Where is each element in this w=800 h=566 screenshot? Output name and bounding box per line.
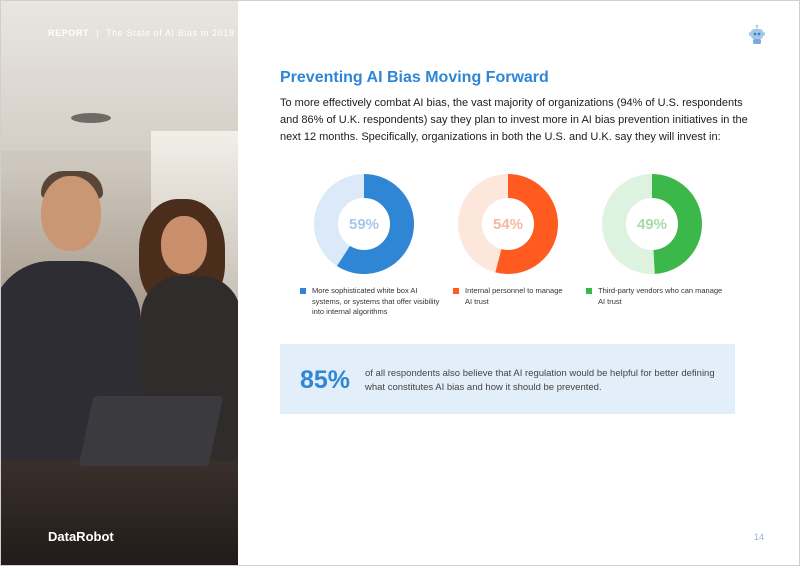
donut-value-label: 49% [637,216,667,233]
donut-arc [314,174,414,274]
donut-chart-third-party: 49% [602,174,702,274]
section-heading: Preventing AI Bias Moving Forward [280,69,549,86]
report-header: REPORT | The State of AI Bias in 2019 [48,28,234,38]
legend-item-white-box: More sophisticated white box AI systems,… [300,286,440,318]
report-title: The State of AI Bias in 2019 [106,28,235,38]
donut-arc [602,174,702,274]
intro-paragraph: To more effectively combat AI bias, the … [280,97,748,143]
callout-stat: 85% [300,366,351,394]
datarobot-logo: DataRobot [48,529,114,544]
donut-chart-white-box: 59% [314,174,414,274]
legend-text: Third-party vendors who can manage AI tr… [598,286,723,306]
callout-text: of all respondents also believe that AI … [365,368,715,393]
page-number: 14 [754,532,765,542]
legend-swatch [453,288,459,294]
donut-value-label: 54% [493,216,523,233]
legend-item-internal-personnel: Internal personnel to manage AI trust [453,286,571,307]
donut-value-label: 59% [349,216,379,233]
robot-icon [749,24,765,44]
header-separator: | [96,28,100,38]
legend-item-third-party: Third-party vendors who can manage AI tr… [586,286,726,307]
hero-photo [1,1,238,565]
legend-swatch [300,288,306,294]
donut-arc [458,174,558,274]
donut-chart-internal-personnel: 54% [458,174,558,274]
legend-text: More sophisticated white box AI systems,… [312,286,440,316]
legend-text: Internal personnel to manage AI trust [465,286,563,306]
legend-swatch [586,288,592,294]
report-label: REPORT [48,28,90,38]
callout-box: 85% of all respondents also believe that… [280,344,735,414]
